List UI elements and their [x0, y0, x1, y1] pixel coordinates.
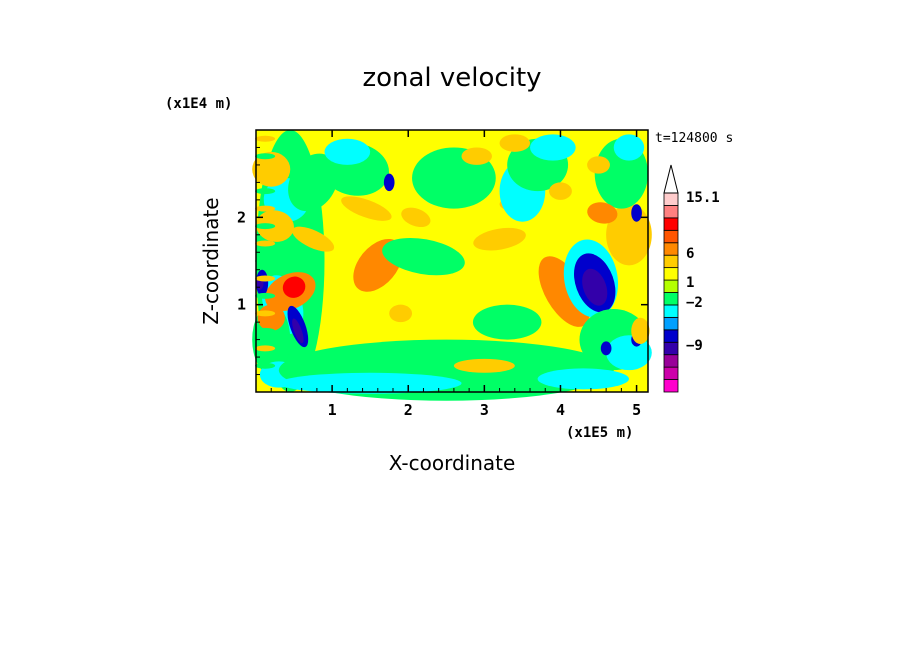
- contour-band: [255, 292, 276, 299]
- contour-band: [255, 275, 276, 282]
- contour-region: [401, 207, 431, 228]
- colorbar-swatch: [663, 316, 679, 331]
- contour-region: [587, 202, 618, 224]
- contour-region: [292, 318, 304, 344]
- contour-region: [292, 226, 335, 252]
- contour-region: [499, 134, 531, 152]
- y-tick-label: 2: [237, 208, 246, 226]
- contour-region: [389, 304, 413, 323]
- colorbar-swatch: [663, 229, 679, 244]
- contour-region: [613, 134, 645, 161]
- x-tick-label: 2: [404, 401, 413, 419]
- colorbar-swatch: [663, 217, 679, 231]
- contour-region: [587, 156, 610, 174]
- contour-band: [255, 310, 276, 317]
- contour-region: [631, 204, 642, 222]
- x-axis-label: X-coordinate: [389, 451, 516, 475]
- contour-band: [255, 362, 276, 369]
- contour-region: [257, 304, 285, 331]
- x-axis: 1 2 3 4 5: [270, 130, 641, 419]
- contour-band: [255, 223, 276, 230]
- contour-region: [600, 341, 612, 356]
- contour-region: [549, 182, 572, 200]
- contour-region: [461, 147, 492, 165]
- colorbar-swatch: [663, 192, 679, 206]
- contour-band: [255, 188, 276, 195]
- contour-region: [341, 196, 392, 221]
- contour-band: [255, 153, 276, 160]
- y-tick-label: 1: [237, 296, 246, 314]
- plot-area: [252, 129, 652, 401]
- contour-region: [631, 317, 650, 344]
- colorbar-label: 1: [686, 275, 694, 291]
- contour-region: [278, 372, 462, 394]
- contour-region: [383, 173, 395, 192]
- colorbar-swatch: [663, 329, 679, 343]
- x-tick-label: 4: [556, 401, 565, 419]
- contour-band: [255, 258, 276, 264]
- colorbar-swatch: [663, 341, 679, 356]
- contour-region: [538, 256, 590, 327]
- contour-band: [255, 170, 276, 177]
- contour-region: [537, 368, 629, 390]
- colorbar-swatch: [663, 205, 679, 219]
- x-tick-label: 5: [632, 401, 641, 419]
- x-tick-label: 3: [480, 401, 489, 419]
- colorbar-swatch: [663, 242, 679, 256]
- contour-band: [255, 135, 276, 142]
- contour-band: [255, 345, 276, 352]
- colorbar-swatch: [663, 267, 679, 281]
- colorbar-label: −9: [686, 338, 703, 354]
- contour-region: [582, 268, 608, 306]
- colorbar-swatch: [663, 354, 679, 368]
- contour-region: [324, 138, 371, 165]
- contour-band: [255, 240, 276, 247]
- time-label: t=124800 s: [655, 131, 733, 146]
- chart-title: zonal velocity: [362, 63, 541, 93]
- colorbar-swatch: [663, 304, 679, 318]
- contour-band: [255, 327, 276, 334]
- colorbar-label: −2: [686, 295, 703, 311]
- plot-frame: [255, 129, 649, 393]
- y-axis: 12: [237, 146, 648, 376]
- colorbar-swatch: [663, 379, 679, 393]
- colorbar-swatch: [663, 254, 679, 269]
- colorbar-label: 6: [686, 246, 694, 262]
- colorbar-label: 15.1: [686, 190, 720, 206]
- contour-region: [252, 151, 291, 187]
- y-axis-label: Z-coordinate: [199, 197, 223, 324]
- contour-region: [606, 204, 652, 266]
- contour-region: [472, 304, 542, 340]
- contour-region: [473, 227, 526, 251]
- contour-region: [282, 276, 306, 298]
- colorbar-swatch: [663, 279, 679, 293]
- x-tick-label: 1: [328, 401, 337, 419]
- contour-region: [382, 237, 465, 276]
- contour-region: [453, 358, 515, 373]
- y-unit-label: (x1E4 m): [165, 96, 232, 112]
- colorbar-swatch: [663, 366, 679, 380]
- colorbar-extend-arrow: [663, 164, 679, 194]
- x-unit-label: (x1E5 m): [566, 425, 633, 441]
- contour-region: [530, 134, 576, 161]
- colorbar-swatch: [663, 292, 679, 306]
- colorbar: 15.1 6 1 −2 −9: [663, 164, 720, 393]
- contour-band: [255, 205, 276, 212]
